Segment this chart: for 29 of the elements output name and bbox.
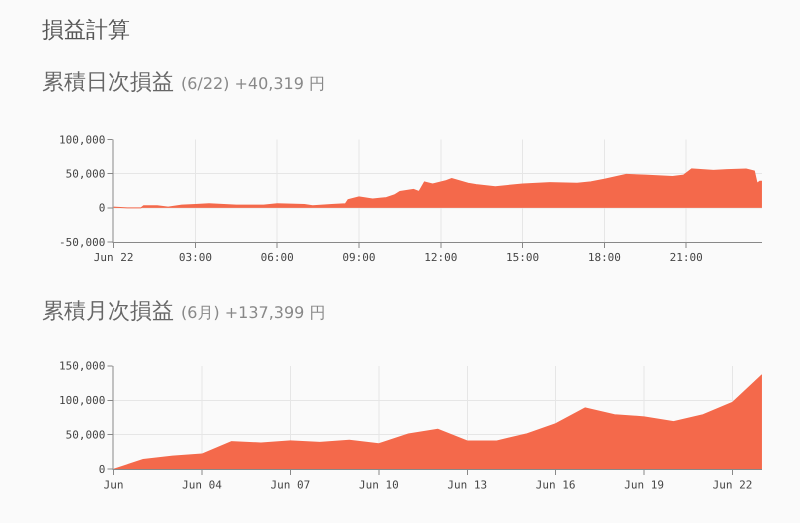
text: 損益計算 [42,18,130,43]
x-tick-label: Jun 22 [712,478,752,492]
y-tick-label: 100,000 [59,133,106,146]
chart-subtitle: (6/22) +40,319 円 [181,74,325,93]
x-tick-label: 21:00 [670,251,703,264]
y-tick-label: 0 [98,463,106,476]
x-tick-label: Jun 16 [536,478,576,492]
chart-title: 累積日次損益 [42,70,174,95]
x-tick-label: Jun 07 [270,478,310,492]
x-tick-label: Jun [104,478,124,492]
x-tick-label: Jun 19 [624,478,664,492]
x-tick-label: 15:00 [506,251,540,264]
x-tick-label: 06:00 [260,251,294,264]
y-tick-label: 50,000 [66,428,106,442]
y-tick-label: 50,000 [66,168,106,181]
y-tick-label: 150,000 [59,360,106,373]
x-tick-label: 18:00 [588,251,621,264]
x-tick-label: Jun 13 [447,478,488,492]
x-tick-label: 03:00 [178,251,212,264]
x-tick-label: 12:00 [424,251,458,264]
x-tick-label: Jun 04 [182,478,222,492]
y-tick-label: 0 [98,202,106,215]
x-tick-label: 09:00 [342,251,376,264]
chart-title: 累積月次損益 [42,299,174,324]
y-tick-label: 100,000 [59,394,106,408]
x-tick-label: Jun 22 [94,251,134,264]
y-tick-label: -50,000 [59,236,106,249]
x-tick-label: Jun 10 [358,478,399,492]
chart-subtitle: (6月) +137,399 円 [181,303,326,322]
